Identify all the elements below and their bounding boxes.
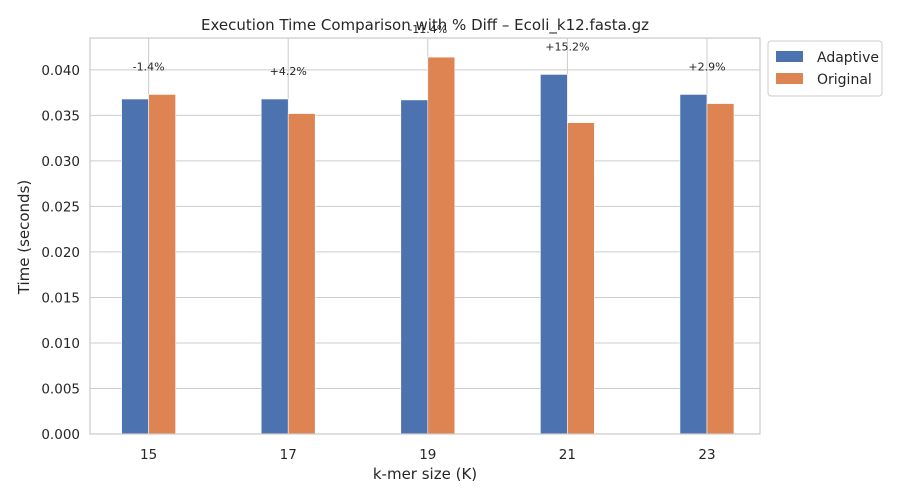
percent-diff-annotation: -11.4% [408,23,447,36]
bar-original-15 [148,94,176,435]
legend-label-original: Original [817,72,872,88]
bar-adaptive-23 [679,94,708,435]
y-tick-label: 0.030 [41,154,80,170]
y-tick-label: 0.040 [41,63,80,79]
bar-adaptive-21 [540,74,568,435]
x-tick-label: 17 [280,447,297,463]
legend-label-adaptive: Adaptive [817,50,879,66]
bar-original-17 [287,113,316,435]
x-tick-label: 19 [419,447,436,463]
chart-title: Execution Time Comparison with % Diff – … [201,16,649,35]
legend-swatch-adaptive [776,51,803,62]
bar-adaptive-19 [400,99,429,435]
percent-diff-annotation: +15.2% [545,40,589,53]
legend: Adaptive Original [767,40,883,97]
bar-adaptive-17 [260,98,289,435]
y-axis-label: Time (seconds) [15,180,33,296]
percent-diff-annotation: -1.4% [133,60,165,73]
y-tick-label: 0.000 [41,427,80,443]
y-tick-label: 0.020 [41,245,80,261]
x-tick-label: 21 [559,447,576,463]
bar-original-19 [427,56,456,435]
plot-frame [89,37,761,435]
y-tick-label: 0.010 [41,336,80,352]
bar-original-23 [706,103,735,435]
y-tick-label: 0.025 [41,199,80,215]
bar-original-21 [567,122,595,435]
bars-layer [121,56,735,435]
legend-swatch-original [776,73,803,84]
y-tick-label: 0.015 [41,290,80,306]
x-axis-label: k-mer size (K) [373,465,477,483]
x-tick-label: 23 [698,447,715,463]
percent-diff-annotation: +2.9% [688,60,725,73]
ticks-layer: 0.000 0.005 0.010 0.015 0.020 0.025 0.030 0.035… [41,63,715,463]
annotations-layer: -1.4% +4.2% -11.4% +15.2% +2.9% [133,23,726,78]
x-tick-label: 15 [140,447,157,463]
bar-adaptive-15 [121,98,149,435]
y-tick-label: 0.005 [41,381,80,397]
percent-diff-annotation: +4.2% [270,65,307,78]
y-tick-label: 0.035 [41,108,80,124]
